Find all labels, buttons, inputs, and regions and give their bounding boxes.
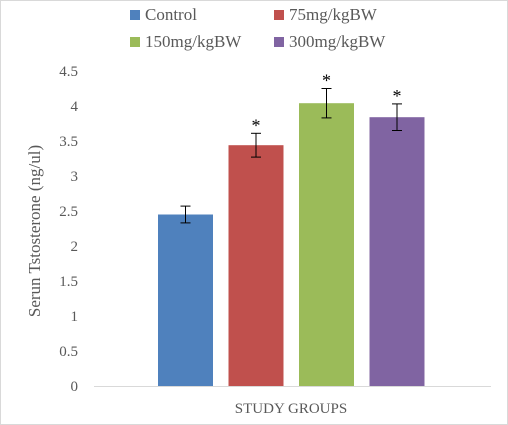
legend-swatch-control	[130, 10, 140, 20]
bar-0	[158, 214, 213, 386]
legend-swatch-300mg	[274, 37, 284, 47]
significance-mark-2: *	[322, 71, 331, 91]
y-tick-label-8: 4	[71, 99, 79, 115]
legend-label-300mg: 300mg/kgBW	[289, 32, 386, 51]
y-tick-label-1: 0.5	[59, 344, 78, 360]
y-tick-label-6: 3	[71, 169, 79, 185]
y-tick-label-2: 1	[71, 309, 79, 325]
legend-label-75mg: 75mg/kgBW	[289, 5, 377, 24]
bar-3	[369, 117, 425, 386]
y-tick-label-7: 3.5	[59, 134, 78, 150]
bar-1	[228, 145, 284, 386]
y-tick-label-3: 1.5	[59, 274, 78, 290]
bar-2	[299, 103, 354, 386]
legend-swatch-150mg	[130, 37, 140, 47]
y-axis-label: Serun Tstosterone (ng/ul)	[25, 144, 44, 318]
significance-mark-1: *	[252, 115, 261, 135]
legend-label-control: Control	[145, 5, 197, 24]
legend-item-control: Control	[130, 5, 197, 25]
legend-item-300mg: 300mg/kgBW	[274, 32, 385, 52]
legend-swatch-75mg	[274, 10, 284, 20]
legend-item-150mg: 150mg/kgBW	[130, 32, 241, 52]
legend-item-75mg: 75mg/kgBW	[274, 5, 377, 25]
y-tick-label-0: 0	[71, 379, 79, 395]
legend: Control 75mg/kgBW 150mg/kgBW 300mg/kgBW	[1, 1, 507, 61]
y-tick-label-4: 2	[71, 239, 79, 255]
y-tick-label-5: 2.5	[59, 204, 78, 220]
y-tick-label-9: 4.5	[59, 64, 78, 80]
legend-label-150mg: 150mg/kgBW	[145, 32, 242, 51]
x-axis-label: STUDY GROUPS	[234, 401, 348, 417]
significance-mark-3: *	[393, 86, 402, 106]
